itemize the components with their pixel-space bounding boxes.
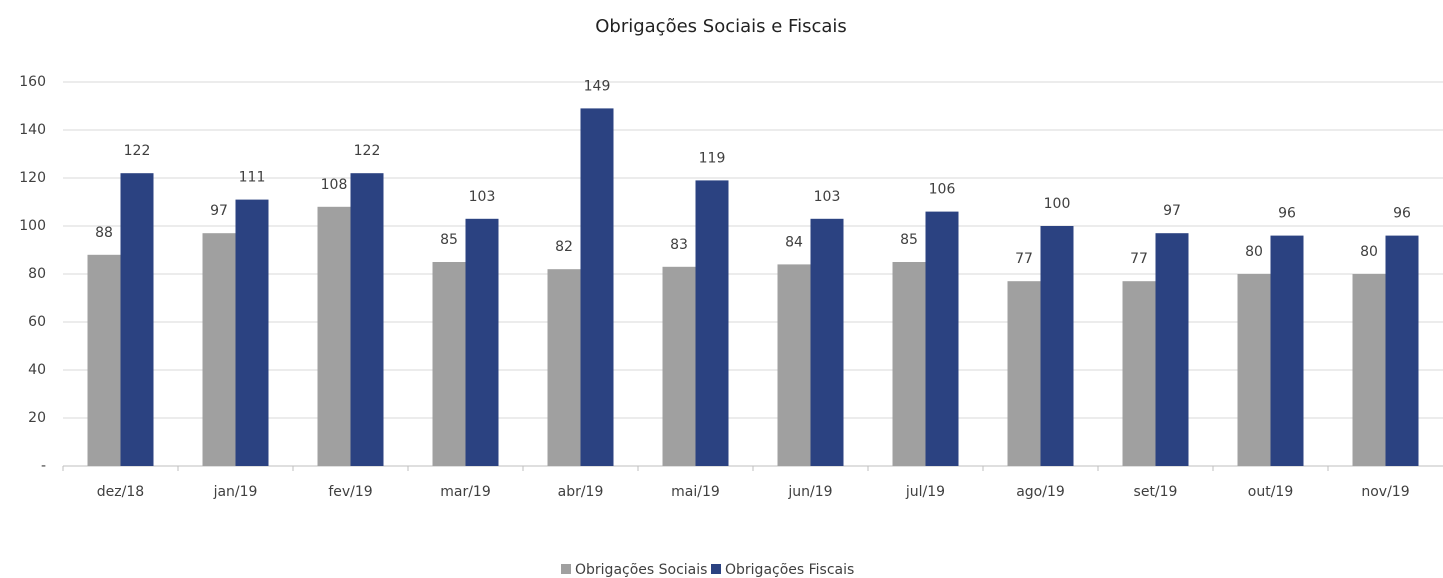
- bar: [1237, 274, 1271, 466]
- data-label: 100: [1044, 196, 1071, 212]
- bar: [350, 173, 384, 466]
- data-label: 80: [1245, 244, 1263, 260]
- data-label: 85: [440, 232, 458, 248]
- bar: [1385, 235, 1419, 466]
- data-label: 103: [814, 189, 841, 205]
- bar: [892, 262, 926, 466]
- x-tick-label: dez/18: [97, 484, 144, 500]
- bar: [1270, 235, 1304, 466]
- data-label: 122: [354, 143, 381, 159]
- bar: [465, 218, 499, 466]
- data-label: 122: [124, 143, 151, 159]
- x-tick-label: jun/19: [787, 484, 832, 500]
- data-label: 96: [1393, 206, 1411, 222]
- bar: [1007, 281, 1041, 466]
- bar: [1352, 274, 1386, 466]
- x-tick-label: ago/19: [1016, 484, 1065, 500]
- bar: [432, 262, 466, 466]
- x-tick-label: mar/19: [440, 484, 491, 500]
- data-label: 96: [1278, 206, 1296, 222]
- legend-label: Obrigações Fiscais: [725, 562, 854, 578]
- x-tick-label: abr/19: [558, 484, 604, 500]
- data-label: 77: [1015, 251, 1033, 267]
- bar: [235, 199, 269, 466]
- bar: [202, 233, 236, 466]
- legend-swatch: [561, 564, 571, 574]
- data-label: 103: [469, 189, 496, 205]
- data-label: 85: [900, 232, 918, 248]
- x-tick-label: fev/19: [328, 484, 372, 500]
- x-tick-label: out/19: [1248, 484, 1293, 500]
- data-label: 82: [555, 239, 573, 255]
- bar: [1040, 226, 1074, 466]
- x-tick-label: mai/19: [671, 484, 720, 500]
- bar: [925, 211, 959, 466]
- bar: [547, 269, 581, 466]
- bar: [810, 218, 844, 466]
- y-tick-label: 160: [19, 74, 46, 90]
- data-label: 80: [1360, 244, 1378, 260]
- data-label: 84: [785, 234, 803, 250]
- x-tick-label: jan/19: [213, 484, 258, 500]
- data-label: 97: [1163, 203, 1181, 219]
- bar: [580, 108, 614, 467]
- data-label: 119: [699, 150, 726, 166]
- data-label: 108: [321, 177, 348, 193]
- bar: [317, 206, 351, 467]
- x-tick-label: nov/19: [1361, 484, 1409, 500]
- bar: [87, 254, 121, 466]
- bar: [777, 264, 811, 466]
- data-label: 106: [929, 182, 956, 198]
- bar: [695, 180, 729, 466]
- x-tick-label: jul/19: [905, 484, 945, 500]
- x-tick-label: set/19: [1134, 484, 1178, 500]
- chart-title: Obrigações Sociais e Fiscais: [595, 16, 847, 37]
- bar: [1122, 281, 1156, 466]
- y-tick-label: -: [41, 458, 46, 474]
- data-label: 149: [584, 78, 611, 94]
- legend-label: Obrigações Sociais: [575, 562, 707, 578]
- legend-swatch: [711, 564, 721, 574]
- data-label: 88: [95, 225, 113, 241]
- y-tick-label: 140: [19, 122, 46, 138]
- y-tick-label: 100: [19, 218, 46, 234]
- data-label: 83: [670, 237, 688, 253]
- y-tick-label: 60: [28, 314, 46, 330]
- data-label: 97: [210, 203, 228, 219]
- data-label: 77: [1130, 251, 1148, 267]
- y-tick-label: 80: [28, 266, 46, 282]
- bar: [120, 173, 154, 466]
- y-tick-label: 40: [28, 362, 46, 378]
- bar: [1155, 233, 1189, 466]
- y-tick-label: 20: [28, 410, 46, 426]
- y-tick-label: 120: [19, 170, 46, 186]
- data-label: 111: [239, 170, 266, 186]
- bar: [662, 266, 696, 466]
